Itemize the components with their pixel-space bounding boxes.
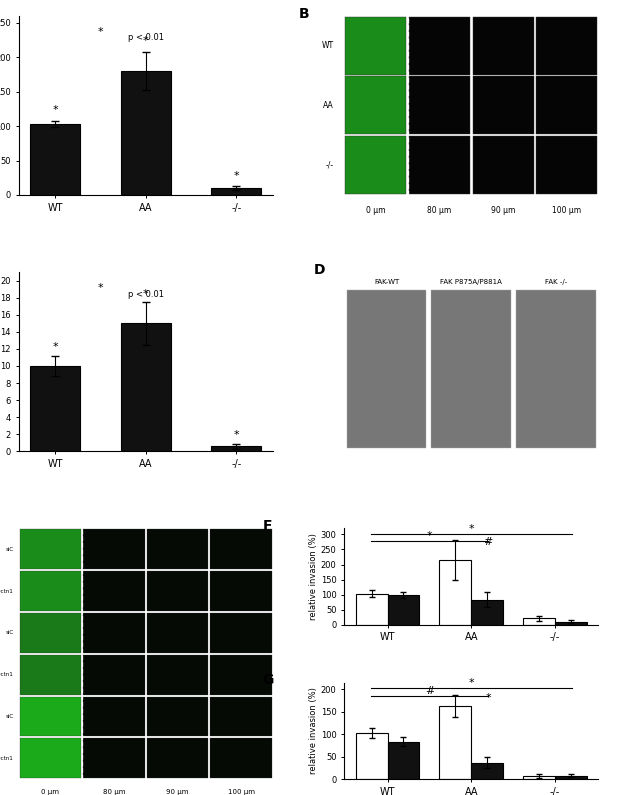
Text: FAK-WT: FAK-WT: [374, 279, 399, 285]
Text: WT: WT: [322, 41, 334, 50]
Text: siDctn1: siDctn1: [0, 756, 14, 761]
Text: 80 μm: 80 μm: [102, 789, 125, 795]
Bar: [555, 775, 587, 779]
Bar: [523, 619, 555, 625]
Bar: [516, 290, 596, 448]
Bar: [439, 560, 471, 625]
Bar: [387, 742, 420, 779]
Bar: [83, 529, 144, 569]
Text: FAK P875A/P881A: FAK P875A/P881A: [441, 279, 502, 285]
Bar: [555, 622, 587, 625]
Bar: [83, 696, 144, 736]
Bar: [536, 136, 597, 194]
Bar: [121, 324, 171, 452]
Text: B: B: [299, 7, 309, 21]
Bar: [210, 696, 272, 736]
Bar: [473, 76, 534, 134]
Text: *: *: [426, 531, 433, 541]
Bar: [409, 136, 470, 194]
Bar: [147, 529, 209, 569]
Bar: [355, 733, 387, 779]
Text: siC: siC: [6, 547, 14, 552]
Bar: [83, 571, 144, 611]
Text: *: *: [234, 430, 239, 440]
Bar: [30, 124, 80, 195]
Text: 100 μm: 100 μm: [552, 206, 581, 215]
Text: siC: siC: [6, 714, 14, 719]
Bar: [212, 188, 262, 195]
Text: *: *: [485, 693, 491, 703]
Bar: [20, 529, 81, 569]
Bar: [147, 655, 209, 695]
Bar: [20, 571, 81, 611]
Bar: [212, 446, 262, 452]
Text: FAK -/-: FAK -/-: [545, 279, 567, 285]
Text: 80 μm: 80 μm: [428, 206, 452, 215]
Text: *: *: [143, 37, 149, 46]
Text: 0 μm: 0 μm: [366, 206, 386, 215]
Bar: [346, 136, 407, 194]
Text: p < 0.01: p < 0.01: [128, 290, 164, 300]
Bar: [409, 76, 470, 134]
Bar: [83, 739, 144, 778]
Y-axis label: relative invasion (%): relative invasion (%): [309, 688, 318, 774]
Bar: [387, 595, 420, 625]
Bar: [471, 762, 503, 779]
Text: F: F: [263, 518, 272, 533]
Bar: [147, 613, 209, 653]
Bar: [147, 571, 209, 611]
Bar: [121, 71, 171, 195]
Bar: [210, 739, 272, 778]
Text: *: *: [234, 171, 239, 180]
Bar: [20, 613, 81, 653]
Bar: [346, 76, 407, 134]
Text: 90 μm: 90 μm: [491, 206, 515, 215]
Text: siC: siC: [6, 630, 14, 635]
Text: 100 μm: 100 μm: [228, 789, 255, 795]
Text: *: *: [468, 677, 474, 688]
Text: -/-: -/-: [326, 161, 334, 169]
Bar: [20, 696, 81, 736]
Bar: [210, 529, 272, 569]
Text: *: *: [52, 105, 58, 115]
Bar: [20, 655, 81, 695]
Text: #: #: [424, 685, 434, 696]
Bar: [473, 17, 534, 75]
Bar: [210, 655, 272, 695]
Bar: [346, 17, 407, 75]
Bar: [147, 696, 209, 736]
Y-axis label: relative invasion (%): relative invasion (%): [309, 533, 318, 620]
Bar: [355, 594, 387, 625]
Bar: [147, 739, 209, 778]
Text: #: #: [483, 537, 493, 547]
Text: siDctn1: siDctn1: [0, 588, 14, 594]
Bar: [20, 739, 81, 778]
Bar: [473, 136, 534, 194]
Bar: [536, 17, 597, 75]
Bar: [347, 290, 426, 448]
Bar: [471, 599, 503, 625]
Text: 90 μm: 90 μm: [166, 789, 189, 795]
Text: *: *: [97, 26, 103, 37]
Bar: [210, 571, 272, 611]
Text: AA: AA: [323, 101, 334, 110]
Text: siDctn1: siDctn1: [0, 672, 14, 677]
Text: *: *: [143, 289, 149, 299]
Bar: [83, 613, 144, 653]
Text: G: G: [263, 673, 274, 687]
Bar: [30, 366, 80, 452]
Text: D: D: [313, 263, 325, 277]
Bar: [83, 655, 144, 695]
Text: *: *: [97, 282, 103, 293]
Bar: [210, 613, 272, 653]
Bar: [536, 76, 597, 134]
Bar: [409, 17, 470, 75]
Text: *: *: [468, 524, 474, 534]
Text: 0 μm: 0 μm: [41, 789, 59, 795]
Bar: [523, 776, 555, 779]
Text: p < 0.01: p < 0.01: [128, 33, 164, 42]
Bar: [431, 290, 511, 448]
Bar: [439, 706, 471, 779]
Text: *: *: [52, 343, 58, 352]
